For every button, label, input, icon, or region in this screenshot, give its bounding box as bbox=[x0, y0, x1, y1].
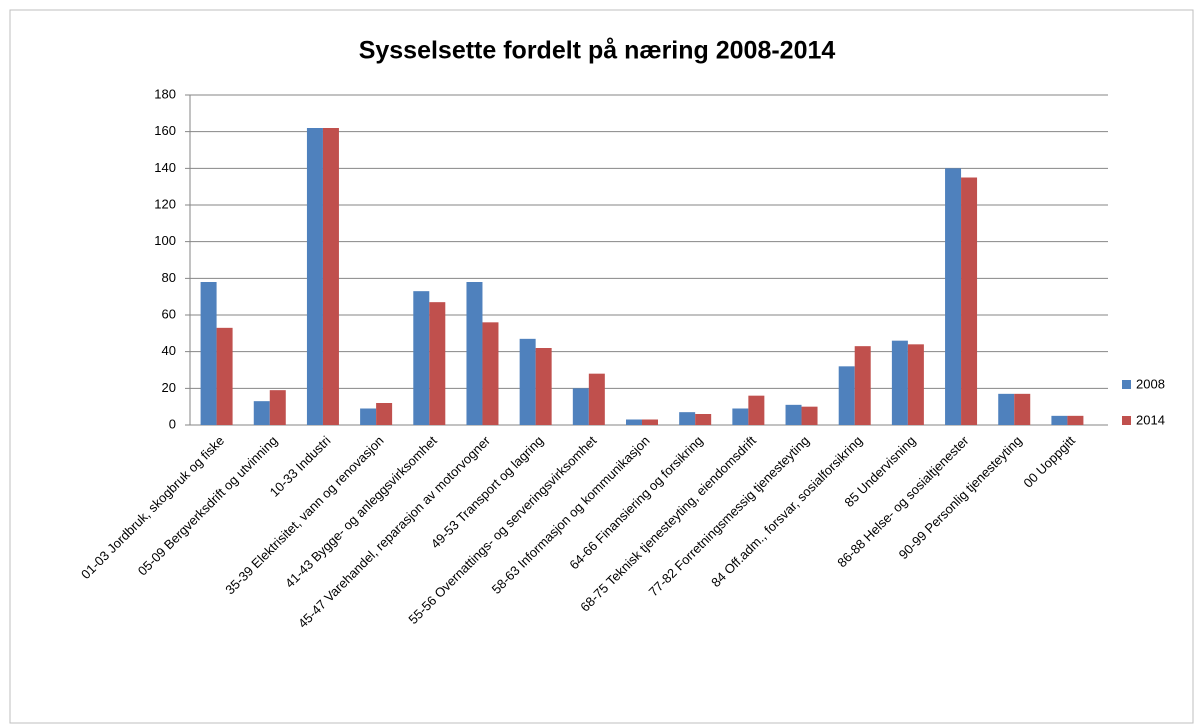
bar bbox=[961, 177, 978, 425]
bar bbox=[322, 128, 339, 425]
y-tick-label: 60 bbox=[162, 306, 176, 321]
bar bbox=[626, 419, 642, 425]
bar bbox=[1051, 415, 1068, 425]
bar bbox=[642, 419, 658, 425]
bar bbox=[269, 390, 286, 425]
bar bbox=[572, 388, 589, 425]
bar bbox=[1067, 415, 1084, 425]
bar bbox=[482, 322, 499, 425]
bar bbox=[891, 340, 908, 425]
chart-title: Sysselsette fordelt på næring 2008-2014 bbox=[359, 37, 836, 65]
bar bbox=[216, 327, 233, 425]
bar bbox=[998, 393, 1015, 425]
bar bbox=[732, 408, 749, 425]
y-tick-label: 120 bbox=[154, 196, 176, 211]
bar bbox=[519, 338, 536, 425]
bar bbox=[1014, 393, 1031, 425]
bar bbox=[801, 406, 818, 425]
y-tick-label: 180 bbox=[154, 86, 176, 101]
y-tick-label: 20 bbox=[162, 380, 176, 395]
bar bbox=[748, 395, 765, 425]
bar bbox=[200, 282, 217, 425]
legend-swatch bbox=[1122, 380, 1131, 389]
legend-swatch bbox=[1122, 416, 1131, 425]
bar bbox=[429, 302, 446, 425]
chart-frame bbox=[9, 9, 1194, 724]
y-tick-label: 40 bbox=[162, 343, 176, 358]
bar bbox=[679, 412, 696, 425]
bar bbox=[854, 346, 871, 425]
y-tick-label: 0 bbox=[169, 416, 176, 431]
bar bbox=[466, 282, 483, 425]
bar bbox=[695, 414, 712, 425]
bar bbox=[588, 373, 605, 425]
bar bbox=[306, 128, 323, 425]
y-tick-label: 80 bbox=[162, 270, 176, 285]
y-tick-label: 100 bbox=[154, 233, 176, 248]
bar bbox=[838, 366, 855, 425]
y-tick-label: 140 bbox=[154, 160, 176, 175]
legend-label: 2008 bbox=[1136, 376, 1165, 391]
bar bbox=[945, 168, 962, 426]
y-tick-label: 160 bbox=[154, 123, 176, 138]
bar bbox=[785, 404, 802, 425]
bar bbox=[376, 403, 393, 425]
bar bbox=[360, 408, 377, 425]
bar bbox=[253, 401, 270, 425]
bar bbox=[413, 291, 430, 425]
bar bbox=[907, 344, 924, 425]
legend-label: 2014 bbox=[1136, 412, 1165, 427]
bar bbox=[535, 348, 552, 425]
